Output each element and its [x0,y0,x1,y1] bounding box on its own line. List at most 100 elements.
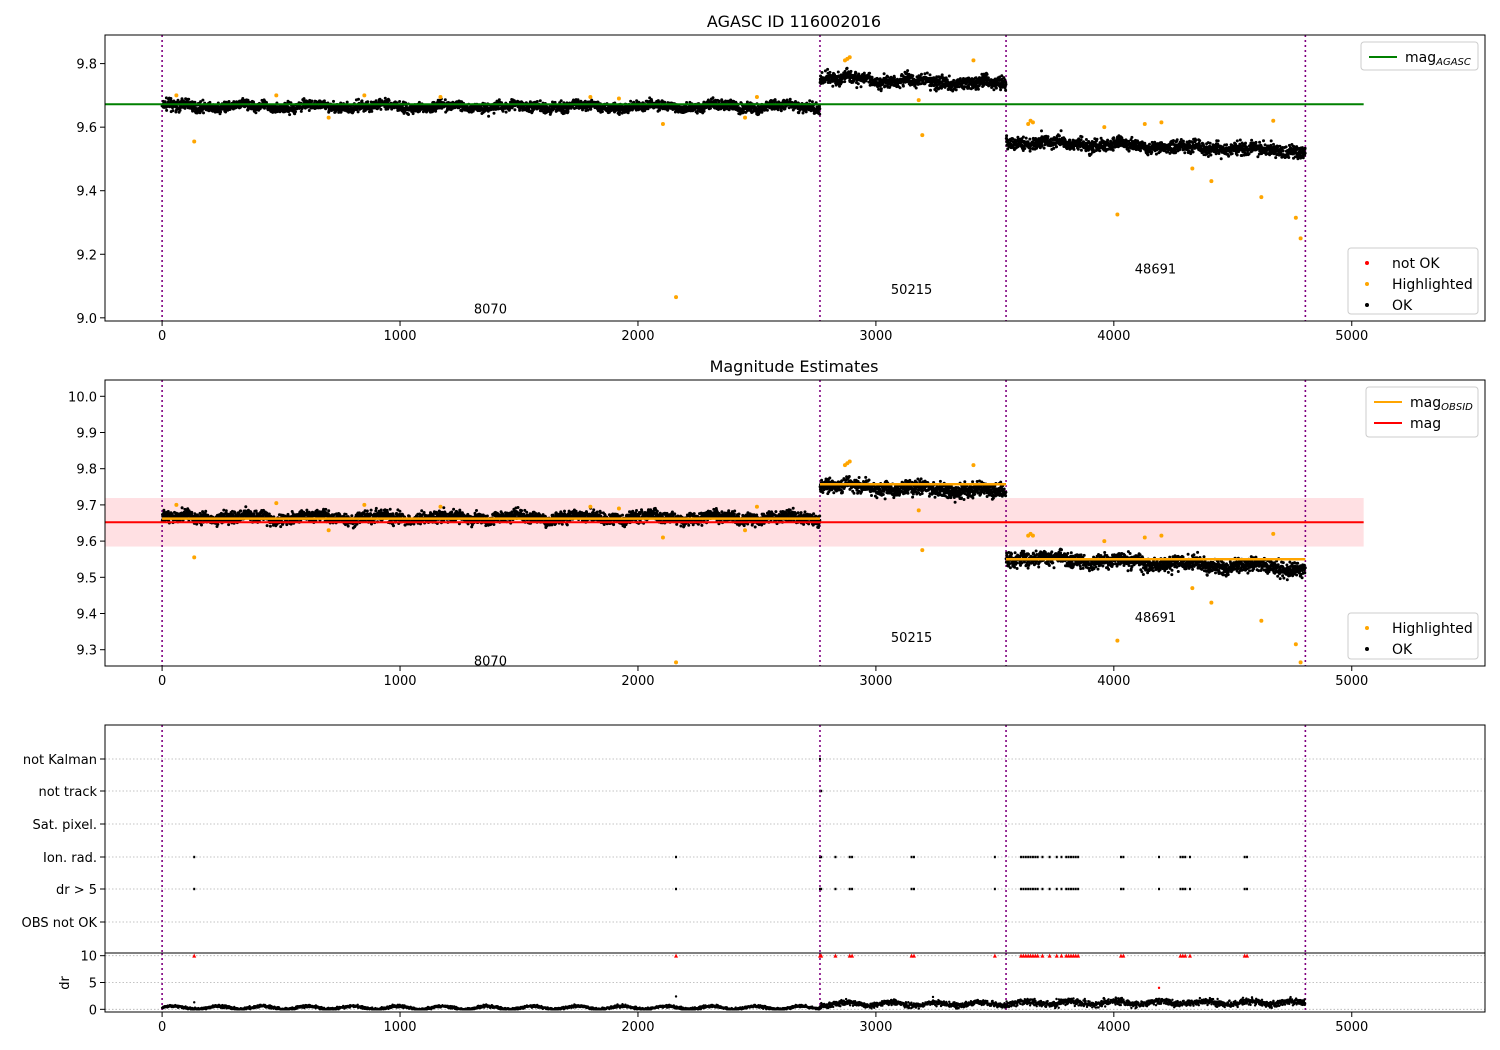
ok-point [1028,147,1032,150]
ok-point [193,100,197,104]
ok-point [1005,134,1009,138]
ok-point [1172,139,1175,143]
ok-point [224,110,228,114]
ok-point [1084,138,1088,141]
ok-point [1087,147,1091,151]
ok-point [1209,153,1213,157]
ok-point [1214,152,1218,156]
ok-point [1191,150,1195,154]
ok-point [1055,145,1058,149]
ok-point [1021,135,1025,139]
ok-point [954,88,958,92]
ok-point [1194,138,1198,142]
ok-point [787,106,791,110]
ok-point [294,110,297,114]
ok-point [1111,148,1115,152]
ok-point [1190,148,1194,151]
ok-point [178,108,182,112]
ok-point [443,98,447,102]
ok-point [307,109,311,112]
ok-point [310,99,314,103]
ok-point [497,98,501,102]
ok-point [934,89,938,93]
ok-point [538,99,542,103]
ok-point [724,99,728,103]
ok-point [893,76,896,80]
ok-point [1040,129,1043,133]
ok-point [383,96,387,100]
ok-point [1082,140,1086,144]
ok-point [1076,147,1080,151]
ok-point [370,109,374,113]
ok-point [994,86,998,90]
ok-point [553,100,557,104]
ok-point [1059,129,1063,133]
ok-point [407,113,410,116]
ok-point [1046,135,1050,139]
ok-point [1006,147,1010,151]
ok-point [868,71,872,75]
ok-point [513,108,517,112]
ok-point [855,86,859,90]
ok-point [1095,137,1099,141]
ok-point [487,114,491,118]
ok-point [1206,155,1210,158]
ok-point [801,111,805,115]
ok-point [1127,149,1131,153]
ok-point [1139,149,1142,153]
ok-point [883,84,887,88]
ok-point [706,98,710,102]
ok-point [657,100,661,104]
ok-point [1225,143,1229,147]
ok-point [631,107,634,111]
ok-point [828,70,832,74]
ok-point [629,99,633,103]
ok-point [852,79,856,83]
ok-point [702,109,706,113]
ok-point [1003,78,1007,82]
ok-point [1219,157,1223,161]
ok-point [586,108,590,112]
ok-point [379,107,383,111]
ok-point [183,106,187,110]
ok-point [356,110,360,114]
ok-point [562,111,566,115]
ok-point [808,99,812,103]
ok-point [1130,135,1134,139]
ok-point [1150,140,1154,144]
ok-point [1042,146,1046,150]
y-tick-label: 9.0 [76,312,97,327]
ok-point [600,110,604,114]
y-tick-label: 9.4 [76,185,97,200]
ok-point [862,71,866,75]
ok-point [1004,88,1008,92]
ok-point [826,67,830,71]
x-tick-label: 3000 [859,329,892,344]
ok-point [820,71,824,74]
ok-point [986,76,990,80]
ok-point [1057,134,1061,138]
agasc-plot-area [105,35,1364,321]
y-tick-label: 9.8 [76,58,97,73]
y-tick-label: 9.6 [76,121,97,136]
ok-point [330,109,334,112]
ok-point [849,69,853,73]
ok-point [1168,151,1172,155]
ok-point [911,74,915,78]
ok-point [856,82,860,86]
ok-point [535,100,539,103]
ok-point [1000,74,1004,78]
ok-point [859,85,863,89]
ok-point [1004,82,1008,86]
ok-point [950,85,954,89]
ok-point [1191,141,1195,144]
ok-point [870,75,874,79]
ok-point [1080,135,1084,139]
x-tick-label: 2000 [621,329,654,344]
ok-point [504,110,508,114]
ok-point [798,108,802,112]
ok-point [906,69,910,73]
ok-point [1098,149,1102,153]
ok-point [838,84,841,88]
